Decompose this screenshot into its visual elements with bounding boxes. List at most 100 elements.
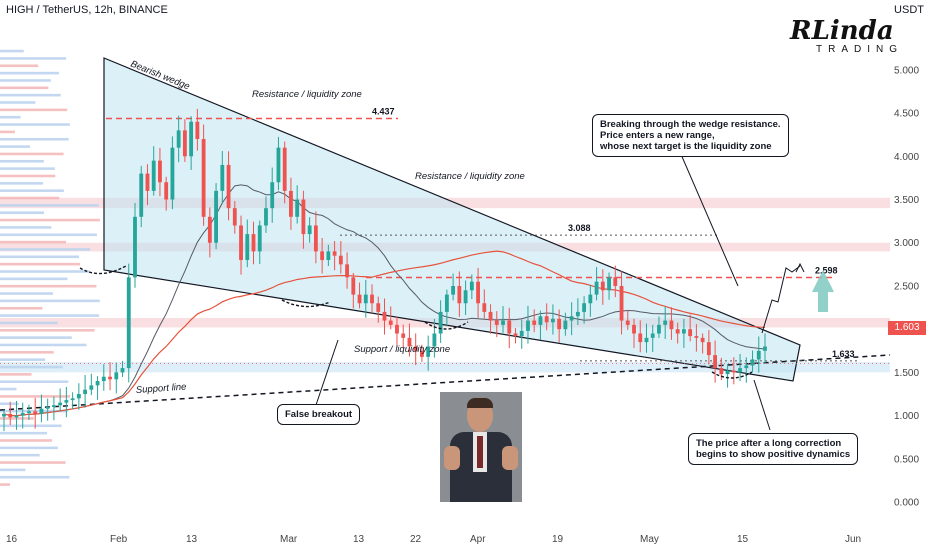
candle-body bbox=[663, 320, 668, 325]
x-tick-label: Jun bbox=[845, 534, 861, 545]
candle-body bbox=[588, 294, 593, 304]
candle-body bbox=[301, 199, 306, 235]
volume-profile-bar bbox=[0, 49, 24, 53]
candle-body bbox=[345, 264, 349, 278]
candle-body bbox=[432, 333, 437, 347]
x-tick-label: 13 bbox=[353, 534, 365, 545]
false-breakout-label: False breakout bbox=[285, 409, 353, 420]
candle-body bbox=[76, 394, 81, 399]
candle-body bbox=[700, 337, 705, 343]
candle-body bbox=[282, 147, 287, 191]
candle-body bbox=[725, 370, 730, 375]
candle-body bbox=[307, 225, 312, 235]
candle-body bbox=[625, 320, 630, 325]
candle-body bbox=[313, 225, 318, 252]
volume-profile-bar bbox=[0, 468, 26, 472]
volume-profile-bar bbox=[0, 446, 58, 450]
candle-body bbox=[438, 311, 443, 334]
projection-path bbox=[761, 265, 801, 334]
candle-body bbox=[738, 368, 742, 373]
x-tick-label: 16 bbox=[6, 534, 18, 545]
y-tick-label: 4.500 bbox=[894, 109, 919, 120]
volume-profile-bar bbox=[0, 255, 79, 259]
candle-body bbox=[731, 370, 736, 373]
moving-average-fast bbox=[3, 184, 766, 417]
candle-body bbox=[95, 381, 100, 386]
x-tick-label: 13 bbox=[186, 534, 198, 545]
volume-profile-bar bbox=[0, 108, 68, 112]
candle-body bbox=[51, 405, 56, 407]
candle-body bbox=[295, 199, 300, 217]
y-tick-label: 3.500 bbox=[894, 195, 919, 206]
candle-body bbox=[600, 281, 605, 291]
logo-sub: TRADING bbox=[816, 44, 903, 55]
volume-profile-bar bbox=[0, 218, 100, 222]
candle-body bbox=[657, 324, 661, 334]
volume-profile-bar bbox=[0, 328, 95, 332]
candle-body bbox=[8, 413, 13, 418]
volume-profile-bar bbox=[0, 226, 52, 229]
x-tick-label: 15 bbox=[737, 534, 749, 545]
volume-profile-bar bbox=[0, 358, 46, 361]
volume-profile-bar bbox=[0, 174, 56, 178]
volume-profile-bar bbox=[0, 373, 32, 376]
pivot-curve bbox=[281, 299, 331, 308]
volume-profile-bar bbox=[0, 159, 44, 163]
candle-body bbox=[482, 303, 487, 312]
volume-profile-bar bbox=[0, 387, 17, 391]
positive-note-pointer bbox=[753, 379, 771, 431]
candle-body bbox=[270, 182, 275, 209]
candle-body bbox=[706, 342, 711, 356]
candle-body bbox=[195, 121, 200, 140]
volume-profile-bar bbox=[0, 101, 36, 104]
volume-profile-bar bbox=[0, 292, 53, 295]
resistance-label-top: Resistance / liquidity zone bbox=[252, 89, 362, 100]
price-level-label: 3.088 bbox=[568, 223, 591, 233]
volume-profile-bar bbox=[0, 137, 69, 141]
candle-body bbox=[145, 173, 150, 191]
candle-body bbox=[226, 164, 231, 209]
candle-body bbox=[669, 320, 674, 330]
candle-body bbox=[351, 277, 356, 295]
volume-profile-bar bbox=[0, 182, 44, 185]
candle-body bbox=[613, 277, 618, 286]
x-tick-label: Feb bbox=[110, 534, 128, 545]
candle-body bbox=[744, 365, 749, 369]
candle-body bbox=[644, 337, 649, 343]
candle-body bbox=[158, 160, 162, 183]
candle-body bbox=[139, 173, 144, 217]
candle-body bbox=[89, 385, 94, 390]
candle-body bbox=[763, 346, 767, 351]
liquidity-zone bbox=[0, 362, 890, 373]
candle-body bbox=[413, 346, 418, 351]
volume-profile-bar bbox=[0, 262, 81, 266]
breakout-note-line: Breaking through the wedge resistance. bbox=[600, 119, 781, 130]
candle-body bbox=[538, 316, 543, 325]
volume-profile-bar bbox=[0, 248, 91, 251]
volume-profile-bar bbox=[0, 380, 69, 384]
candle-body bbox=[756, 350, 761, 360]
pivot-curve bbox=[711, 371, 753, 379]
candle-body bbox=[332, 251, 337, 256]
candle-body bbox=[83, 389, 88, 395]
positive-note-line: The price after a long correction bbox=[696, 438, 842, 449]
candle-body bbox=[694, 336, 699, 338]
volume-profile-bar bbox=[0, 152, 64, 156]
moving-average-slow bbox=[3, 250, 766, 417]
volume-profile-bar bbox=[0, 204, 99, 207]
candle-body bbox=[170, 147, 175, 200]
candle-body bbox=[632, 324, 636, 334]
price-level-label: 2.598 bbox=[815, 265, 838, 275]
volume-profile-bar bbox=[0, 461, 66, 464]
volume-profile-bar bbox=[0, 86, 49, 90]
candle-body bbox=[719, 368, 724, 375]
breakout-note-line: Price enters a new range, bbox=[600, 130, 715, 141]
volume-profile-bar bbox=[0, 431, 48, 435]
target-arrow bbox=[812, 270, 834, 312]
candle-body bbox=[563, 320, 568, 330]
volume-profile-bar bbox=[0, 93, 61, 97]
volume-profile-bar bbox=[0, 145, 30, 148]
volume-profile-bar bbox=[0, 475, 70, 479]
